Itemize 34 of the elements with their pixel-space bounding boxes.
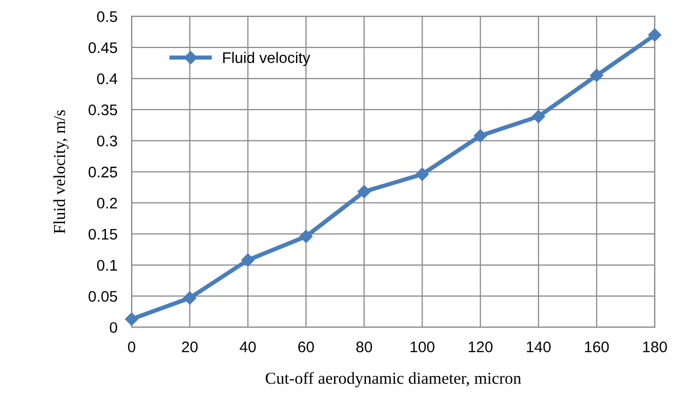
y-tick-label: 0.45 — [88, 42, 118, 54]
y-tick-label: 0.15 — [88, 228, 118, 240]
y-tick-label: 0.3 — [97, 136, 118, 146]
x-tick-label: 80 — [356, 341, 372, 352]
y-tick-label: 0.5 — [97, 11, 118, 22]
x-tick-label: 0 — [128, 341, 136, 352]
point — [648, 28, 662, 42]
legend-label: Fluid velocity — [223, 52, 310, 66]
y-tick-label: 0.1 — [97, 260, 117, 271]
x-tick-label: 60 — [298, 341, 314, 352]
x-tick-label: 20 — [182, 341, 198, 352]
point — [532, 110, 546, 124]
x-tick-label: 160 — [585, 341, 609, 352]
point — [416, 168, 429, 181]
y-tick-label: 0.25 — [88, 166, 118, 178]
point — [241, 253, 254, 267]
point — [299, 230, 313, 244]
x-tick-label: 40 — [240, 341, 256, 352]
y-tick-label: 0.4 — [97, 73, 118, 84]
y-tick-label: 0.35 — [88, 104, 118, 116]
point — [474, 129, 487, 142]
point — [590, 68, 604, 82]
y-tick-label: 0.05 — [88, 290, 118, 302]
point — [125, 312, 138, 326]
point — [183, 291, 196, 305]
x-tick-label: 140 — [526, 341, 551, 352]
x-tick-label: 120 — [468, 341, 493, 352]
x-tick-label: 100 — [410, 341, 434, 352]
y-tick-label: 0 — [110, 322, 118, 333]
point — [358, 185, 371, 198]
x-tick-label: 180 — [643, 341, 667, 352]
y-axis-title: Fluid velocity, m/s — [53, 110, 69, 234]
y-tick-label: 0.2 — [97, 198, 117, 209]
x-axis-title: Cut-off aerodynamic diameter, micron — [266, 372, 522, 388]
